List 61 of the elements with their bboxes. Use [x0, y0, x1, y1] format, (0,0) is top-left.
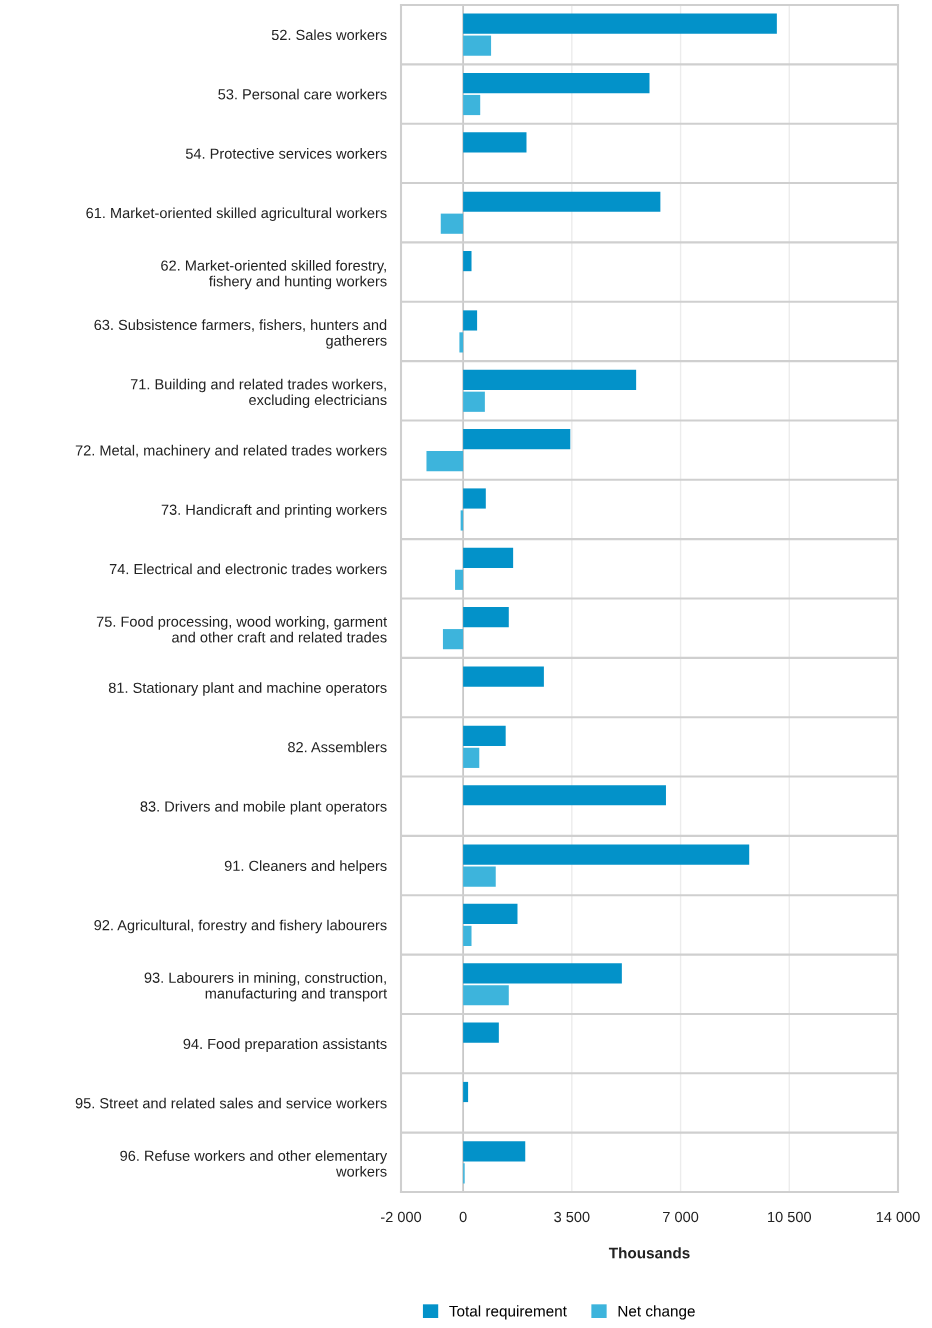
- bar: [463, 310, 478, 331]
- bar: [440, 213, 464, 234]
- y-tick-label: 53. Personal care workers: [218, 88, 387, 100]
- bar: [463, 72, 650, 94]
- bar: [463, 963, 622, 984]
- y-tick-label: 54. Protective services workers: [185, 148, 387, 159]
- bar: [463, 488, 486, 509]
- bar: [463, 13, 777, 34]
- bar: [463, 1141, 526, 1162]
- x-tick-label: 0: [459, 1211, 467, 1223]
- bar: [463, 985, 509, 1006]
- bar: [463, 429, 571, 450]
- bar: [463, 666, 544, 687]
- bar: [459, 332, 464, 353]
- bar: [463, 369, 637, 390]
- y-tick-label: 73. Handicraft and printing workers: [161, 504, 387, 518]
- x-tick-label: 14 000: [876, 1211, 920, 1223]
- bar: [455, 569, 464, 590]
- y-tick-label: 95. Street and related sales and service workers: [75, 1097, 387, 1109]
- bar: [442, 629, 464, 650]
- y-tick-label: 62. Market-oriented skilled forestry, fishery and hunting workers: [161, 259, 387, 290]
- bar: [463, 35, 492, 56]
- y-tick-label: 94. Food preparation assistants: [183, 1038, 387, 1052]
- y-tick-label: 96. Refuse workers and other elementary workers: [120, 1150, 388, 1177]
- y-tick-label: 72. Metal, machinery and related trades workers: [75, 444, 387, 459]
- x-tick-label: 3 500: [554, 1211, 590, 1223]
- bar: [426, 451, 464, 472]
- bar: [463, 866, 496, 887]
- bar: [463, 725, 506, 746]
- legend-label: Net change: [618, 1305, 695, 1320]
- bar: [463, 925, 472, 946]
- x-tick-label: -2 000: [380, 1211, 422, 1223]
- bar: [463, 785, 666, 806]
- y-tick-label: 93. Labourers in mining, construction, manufacturing and transport: [144, 972, 388, 1002]
- bar: [463, 547, 514, 568]
- bar: [463, 1081, 469, 1103]
- x-tick-label: 7 000: [663, 1211, 699, 1223]
- x-tick-label: 10 500: [768, 1211, 812, 1223]
- y-tick-label: 71. Building and related trades workers, excluding electricians: [130, 378, 387, 408]
- y-tick-label: 61. Market-oriented skilled agricultural workers: [86, 207, 387, 222]
- bar: [463, 903, 518, 925]
- y-tick-label: 74. Electrical and electronic trades workers: [109, 563, 387, 575]
- y-tick-label: 92. Agricultural, forestry and fishery labourers: [94, 919, 387, 934]
- y-tick-label: 83. Drivers and mobile plant operators: [140, 800, 387, 815]
- x-axis-title: Thousands: [608, 1247, 690, 1259]
- bar: [463, 251, 472, 272]
- bar: [463, 191, 661, 212]
- y-tick-label: 82. Assemblers: [288, 741, 387, 753]
- y-tick-label: 75. Food processing, wood working, garment and other craft and related trades: [96, 616, 388, 643]
- y-tick-label: 81. Stationary plant and machine operators: [108, 682, 387, 696]
- y-tick-label: 91. Cleaners and helpers: [224, 860, 387, 874]
- bar: [463, 1022, 499, 1043]
- bar: [463, 747, 480, 768]
- bar: [463, 391, 485, 412]
- bar: [463, 607, 509, 628]
- bar: [463, 844, 750, 865]
- y-tick-label: 63. Subsistence farmers, fishers, hunters and gatherers: [94, 319, 387, 349]
- bar: [463, 94, 481, 116]
- legend-label: Total requirement: [449, 1305, 567, 1320]
- y-tick-label: 52. Sales workers: [271, 29, 387, 41]
- bar: [463, 132, 527, 153]
